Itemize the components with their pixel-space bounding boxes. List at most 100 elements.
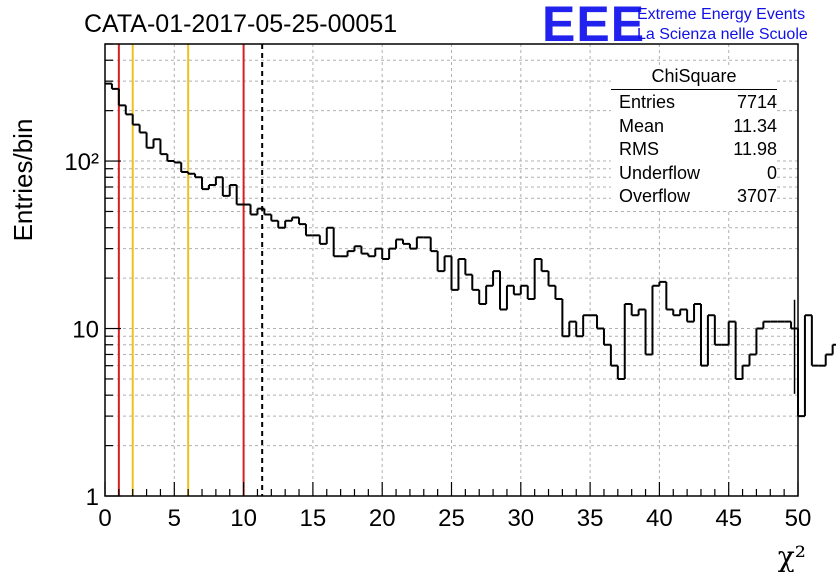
histogram-bin [727,320,736,345]
histogram-bin [492,270,501,286]
histogram-bin [401,239,410,245]
histogram-bin [540,259,549,273]
histogram-bars [105,82,836,418]
histogram-bin [533,258,542,300]
histogram-bin [803,314,812,417]
histogram-bin [332,227,341,258]
stats-value: 11.98 [733,139,777,159]
stats-row-overflow: Overflow 3707 [611,186,777,210]
histogram-bin [124,105,133,116]
x-tick-label: 40 [646,505,673,532]
histogram-bin [277,220,286,229]
stats-row-mean: Mean 11.34 [611,116,777,140]
stats-label: RMS [619,139,659,159]
histogram-bin [637,308,646,316]
histogram-bin [138,124,147,134]
histogram-bin [110,83,119,90]
histogram-bin [699,304,708,367]
histogram-bin [609,344,618,367]
histogram-bin [166,154,175,163]
histogram-bin [658,280,667,286]
stats-title: ChiSquare [611,66,777,90]
histogram-bin [568,320,577,337]
histogram-bin [471,274,480,291]
histogram-bin [602,328,611,346]
histogram-bin [304,224,313,237]
histogram-bin [221,177,230,197]
stats-label: Overflow [619,186,691,206]
histogram-bin [415,236,424,249]
histogram-bin [464,259,473,276]
histogram-bin [346,250,355,257]
histogram-bin [159,139,168,156]
stats-row-entries: Entries 7714 [611,92,777,116]
histogram-bin [228,183,237,196]
eee-logo-mark: EEE [542,0,646,52]
histogram-bin [180,162,189,174]
histogram-bin [395,238,403,249]
histogram-bin [672,309,681,317]
y-tick-label: 10² [64,149,99,176]
histogram-bin [187,172,196,175]
stats-label: Underflow [619,162,701,183]
histogram-bin [381,248,390,261]
histogram-bin [630,304,639,317]
histogram-bin [117,88,126,107]
histogram-bin [651,284,660,355]
histogram-bin [194,173,203,179]
logo-line-1: Extreme Energy Events [637,6,806,23]
histogram-bin [762,320,771,329]
stats-row-rms: RMS 11.98 [611,139,777,163]
histogram-bin [582,314,591,337]
y-tick-label: 10 [72,317,99,344]
stats-value: 7714 [736,92,777,112]
axis-tick-labels: 0 5 10 15 20 25 30 35 40 45 50 1 10 10² [64,149,811,532]
histogram-bin [235,184,244,206]
histogram-bin [374,247,383,257]
histogram-bin [284,219,293,228]
histogram-bin [145,132,154,149]
histogram-bin [499,271,507,311]
x-tick-label: 50 [785,505,812,532]
x-tick-label: 45 [715,505,742,532]
logo-line-2: La Scienza nelle Scuole [637,26,808,43]
histogram-bin [152,138,161,148]
histogram-bin [713,315,722,346]
histogram-bin [693,303,701,322]
histogram-bin [686,309,695,323]
x-tick-label: 25 [438,505,465,532]
histogram-bin [478,289,487,306]
histogram-bin [797,328,805,418]
histogram-bin [831,343,836,355]
x-tick-label: 5 [168,505,181,532]
histogram-bin [173,161,182,164]
histogram-bin [706,314,715,366]
chart-title: CATA-01-2017-05-25-00051 [84,10,398,38]
histogram-bin [561,299,570,338]
histogram-bin [353,245,362,252]
histogram-bin [429,237,438,253]
histogram-bin [616,365,625,380]
histogram-bin [201,177,209,191]
histogram-bin [824,353,833,366]
histogram-bin [596,315,604,330]
histogram-bin [249,204,258,216]
histogram-bin [207,183,216,190]
stats-box: ChiSquare Entries 7714 Mean 11.34 RMS 11… [611,66,777,210]
histogram-bin [318,235,327,245]
histogram-bin [443,255,452,272]
histogram-bin [512,285,521,296]
histogram-bin [755,327,764,355]
x-axis-label: χ² [778,540,806,572]
histogram-bin [298,217,306,226]
y-axis-label: Entries/bin [8,119,38,242]
histogram-bin [325,226,334,244]
stats-row-underflow: Underflow 0 [611,163,777,187]
histogram-bin [256,207,265,215]
stats-value: 3707 [736,186,777,206]
histogram-bin [748,353,757,366]
x-tick-label: 10 [230,505,257,532]
histogram-bin [131,114,140,126]
histogram-bin [450,256,459,291]
x-tick-label: 20 [369,505,396,532]
